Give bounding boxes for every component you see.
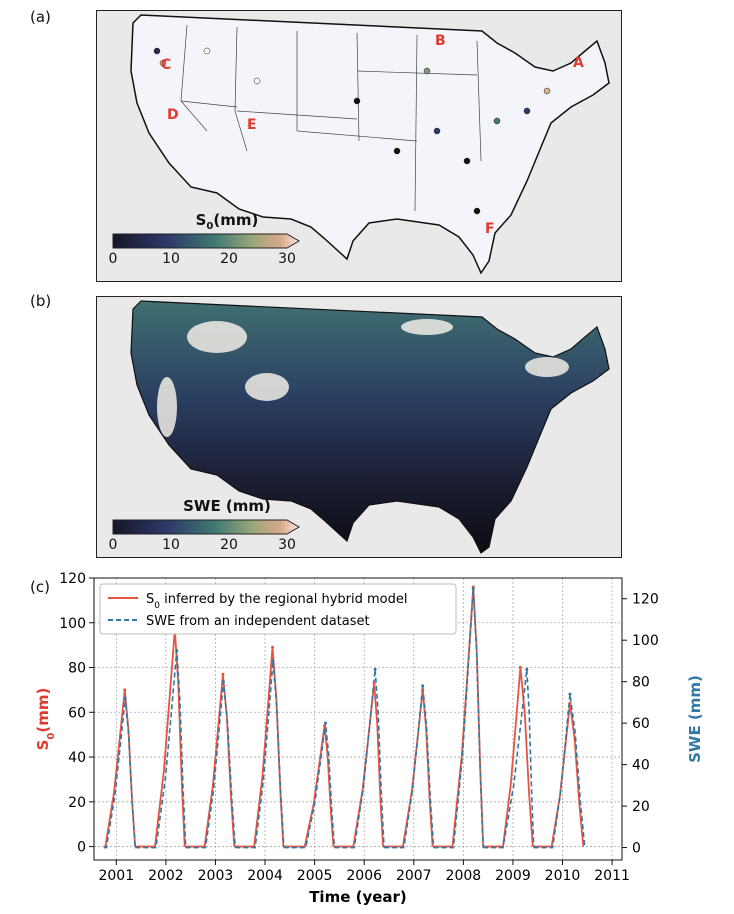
site-label-f: F: [485, 221, 495, 237]
y-left-tick-label: 100: [59, 616, 86, 632]
legend-swe-label: SWE from an independent dataset: [146, 614, 370, 629]
x-tick-label: 2011: [594, 868, 630, 884]
x-tick-label: 2006: [346, 868, 382, 884]
panel-a-label: (a): [30, 8, 51, 26]
y-left-tick-label: 80: [68, 661, 86, 677]
site-label-e: E: [247, 117, 257, 133]
swe-peak-point: [324, 721, 328, 725]
swe-peak-point: [471, 586, 475, 590]
colorbar-b-tick: 0: [108, 537, 118, 553]
site-dots: [153, 47, 551, 215]
plot-frame: [93, 577, 623, 861]
y-left-tick-label: 120: [59, 571, 86, 587]
swe-series-line: [103, 588, 586, 849]
colorbar-a-tick: 20: [220, 251, 238, 267]
map-panel-b: SWE (mm) 0 10 20 30: [96, 296, 622, 558]
colorbar-b-tick: 10: [162, 537, 180, 553]
x-tick-label: 2001: [98, 868, 134, 884]
colorbar-b-title: SWE (mm): [183, 497, 271, 515]
panel-c-label: (c): [30, 578, 50, 596]
s0-peak-point: [123, 688, 127, 692]
swe-peak-point: [373, 667, 377, 671]
timeseries-chart: 2001 2002 2003 2004 2005 2006 2007 2008 2009 2010…: [34, 571, 704, 906]
y-left-tick-label: 0: [77, 840, 86, 856]
swe-peak-point: [123, 696, 127, 700]
site-label-a: A: [573, 55, 584, 71]
x-tick-label: 2008: [446, 868, 482, 884]
x-tick-label: 2010: [545, 868, 581, 884]
y-right-tick-label: 80: [632, 675, 650, 691]
x-tick-label: 2005: [297, 868, 333, 884]
swe-peak-point: [568, 692, 572, 696]
conus-map-a: [130, 14, 610, 275]
x-tick-label: 2009: [495, 868, 531, 884]
s0-peak-point: [372, 681, 376, 685]
swe-peak-point: [175, 649, 179, 653]
colorbar-a-tick: 30: [278, 251, 296, 267]
x-tick-label: 2004: [247, 868, 283, 884]
swe-peak-point: [525, 667, 529, 671]
x-tick-label: 2003: [198, 868, 234, 884]
x-tick-label: 2002: [148, 868, 184, 884]
y-left-tick-label: 60: [68, 705, 86, 721]
colorbar-b-tick: 30: [278, 537, 296, 553]
y-right-axis-label: SWE (mm): [686, 675, 704, 763]
site-label-c: C: [161, 57, 172, 73]
colorbar-b-tick: 20: [220, 537, 238, 553]
site-label-d: D: [167, 107, 179, 123]
y-left-tick-label: 40: [68, 750, 86, 766]
colorbar-b: [112, 519, 300, 535]
y-right-tick-label: 100: [632, 633, 659, 649]
state-borders: [180, 24, 482, 212]
swe-landmass: [130, 300, 610, 554]
legend-s0-label: S0 inferred by the regional hybrid model: [146, 592, 408, 611]
swe-peak-point: [221, 680, 225, 684]
colorbar-a-tick: 0: [108, 251, 118, 267]
x-axis-label: Time (year): [309, 888, 407, 906]
site-label-b: B: [435, 33, 446, 49]
swe-peak-point: [271, 659, 275, 663]
x-tick-label: 2007: [396, 868, 432, 884]
y-right-tick-label: 20: [632, 799, 650, 815]
colorbar-a: [112, 233, 300, 249]
s0-peak-point: [421, 688, 425, 692]
y-right-tick-label: 40: [632, 758, 650, 774]
y-right-tick-label: 0: [632, 841, 641, 857]
snow-patches: [157, 319, 569, 437]
panel-b-label: (b): [30, 292, 52, 310]
map-panel-a: A B C D E F S0(mm) 0 10 20 30: [96, 10, 622, 282]
s0-peak-point: [568, 701, 572, 705]
y-right-tick-label: 120: [632, 592, 659, 608]
y-right-tick-label: 60: [632, 716, 650, 732]
y-left-tick-label: 20: [68, 795, 86, 811]
y-left-axis-label: S0(mm): [34, 688, 57, 751]
legend-box: [99, 583, 457, 635]
s0-peak-point: [221, 672, 225, 676]
colorbar-a-tick: 10: [162, 251, 180, 267]
swe-peak-point: [421, 684, 425, 688]
s0-peak-point: [270, 645, 274, 649]
s0-peak-point: [323, 724, 327, 728]
s0-peak-point: [518, 666, 522, 670]
colorbar-a-title: S0(mm): [195, 211, 259, 232]
us-landmass: [130, 14, 610, 275]
swe-map-b: [130, 300, 610, 554]
